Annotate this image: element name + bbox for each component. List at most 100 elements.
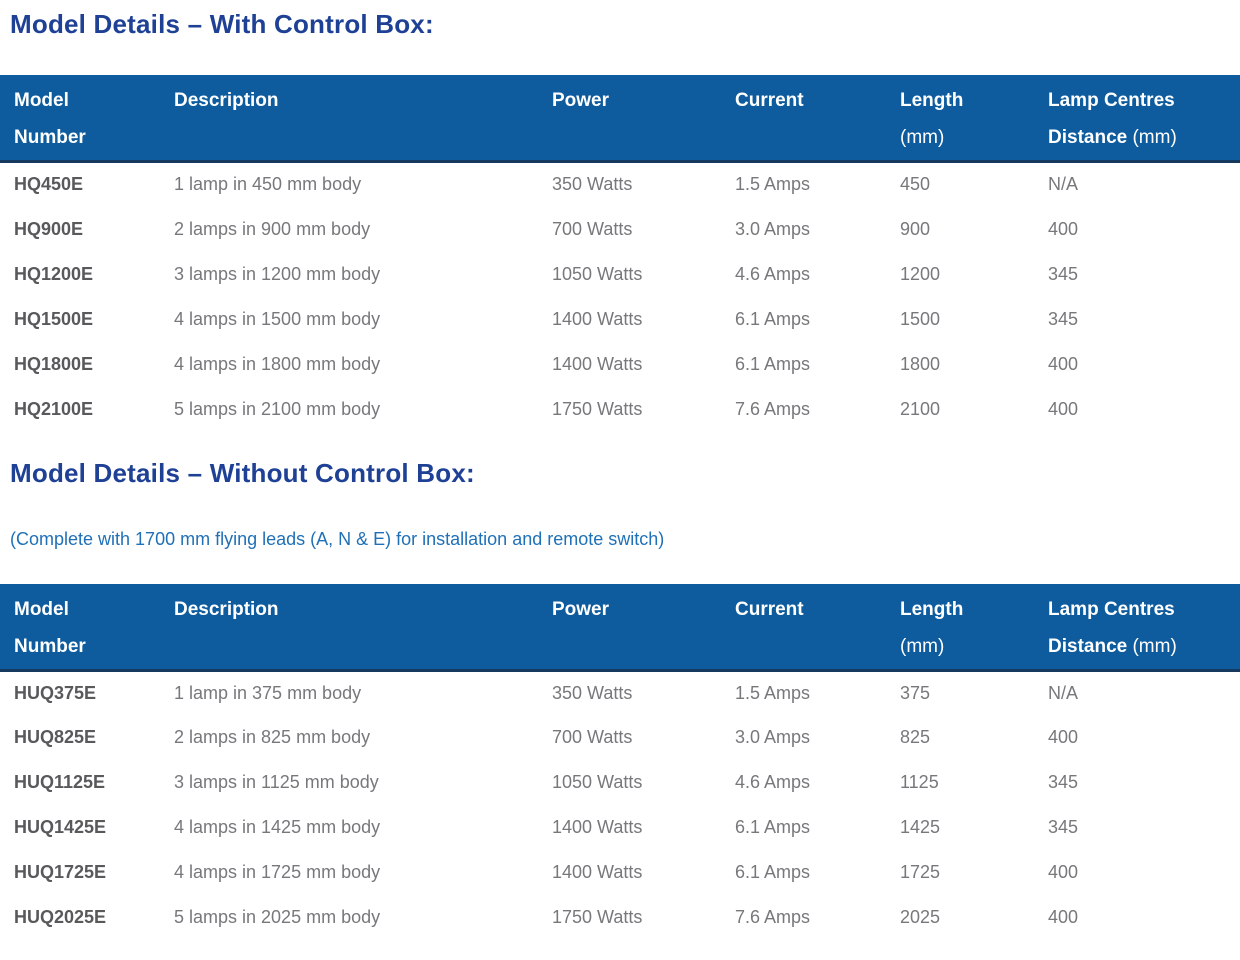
cell-length: 450 bbox=[900, 174, 931, 195]
column-header-description: Description bbox=[160, 75, 538, 163]
cell-length: 1500 bbox=[900, 308, 941, 329]
cell-length: 1800 bbox=[900, 353, 941, 374]
cell-lamp-centres: 345 bbox=[1048, 263, 1079, 284]
cell-current: 3.0 Amps bbox=[735, 727, 811, 747]
cell-lamp-centres: 400 bbox=[1048, 398, 1079, 419]
column-header-power: Power bbox=[538, 583, 721, 672]
column-header-label: Power bbox=[552, 90, 610, 111]
table-row: HUQ1125E 3 lamps in 1125 mm body 1050 Wa… bbox=[0, 760, 1240, 805]
column-header-label: Lamp Centres bbox=[1048, 90, 1175, 111]
cell-power: 350 Watts bbox=[552, 682, 633, 703]
cell-length: 1125 bbox=[900, 772, 939, 792]
column-header-label: Power bbox=[552, 598, 610, 620]
cell-current: 6.1 Amps bbox=[735, 308, 811, 329]
column-header-lamp-centres: Lamp Centres Distance (mm) bbox=[1034, 583, 1240, 672]
table-row: HQ1800E 4 lamps in 1800 mm body 1400 Wat… bbox=[0, 342, 1240, 387]
column-header-current: Current bbox=[721, 75, 886, 163]
table-row: HUQ2025E 5 lamps in 2025 mm body 1750 Wa… bbox=[0, 895, 1240, 940]
column-header-label: Distance bbox=[1048, 635, 1128, 657]
cell-current: 6.1 Amps bbox=[735, 817, 811, 837]
cell-model-number: HQ1200E bbox=[14, 263, 94, 284]
table-header: Model Number Description Power Current L… bbox=[0, 583, 1240, 672]
flying-leads-note: (Complete with 1700 mm flying leads (A, … bbox=[10, 528, 665, 549]
cell-power: 700 Watts bbox=[552, 218, 633, 239]
column-header-power: Power bbox=[538, 75, 721, 163]
cell-lamp-centres: N/A bbox=[1048, 174, 1079, 195]
table-row: HUQ825E 2 lamps in 825 mm body 700 Watts… bbox=[0, 715, 1240, 760]
cell-lamp-centres: 400 bbox=[1048, 353, 1079, 374]
column-header-label: Number bbox=[14, 127, 86, 148]
cell-power: 1400 Watts bbox=[552, 353, 643, 374]
column-header-label: Lamp Centres bbox=[1048, 598, 1175, 620]
cell-power: 700 Watts bbox=[552, 727, 633, 747]
cell-model-number: HUQ1425E bbox=[14, 817, 107, 837]
cell-description: 5 lamps in 2100 mm body bbox=[174, 398, 381, 419]
column-header-description: Description bbox=[160, 583, 538, 672]
cell-description: 3 lamps in 1200 mm body bbox=[174, 263, 381, 284]
cell-model-number: HUQ1725E bbox=[14, 862, 107, 882]
cell-lamp-centres: 345 bbox=[1048, 308, 1079, 329]
cell-current: 1.5 Amps bbox=[735, 682, 811, 703]
column-header-label: Model bbox=[14, 90, 69, 111]
table-row: HQ900E 2 lamps in 900 mm body 700 Watts … bbox=[0, 207, 1240, 252]
cell-description: 3 lamps in 1125 mm body bbox=[174, 772, 379, 792]
table-row: HQ450E 1 lamp in 450 mm body 350 Watts 1… bbox=[0, 162, 1240, 207]
table-row: HUQ1425E 4 lamps in 1425 mm body 1400 Wa… bbox=[0, 805, 1240, 850]
cell-description: 4 lamps in 1800 mm body bbox=[174, 353, 381, 374]
column-header-length: Length (mm) bbox=[886, 75, 1034, 163]
cell-length: 900 bbox=[900, 218, 931, 239]
cell-description: 5 lamps in 2025 mm body bbox=[174, 907, 381, 927]
cell-model-number: HUQ825E bbox=[14, 727, 97, 747]
column-header-label: Description bbox=[174, 598, 279, 620]
cell-lamp-centres: 400 bbox=[1048, 727, 1079, 747]
cell-current: 1.5 Amps bbox=[735, 174, 811, 195]
table-row: HQ2100E 5 lamps in 2100 mm body 1750 Wat… bbox=[0, 387, 1240, 432]
column-header-label: Current bbox=[735, 90, 804, 111]
cell-current: 6.1 Amps bbox=[735, 353, 811, 374]
column-header-current: Current bbox=[721, 583, 886, 672]
cell-description: 1 lamp in 375 mm body bbox=[174, 682, 362, 703]
table-header: Model Number Description Power Current L… bbox=[0, 75, 1240, 163]
cell-model-number: HUQ375E bbox=[14, 682, 97, 703]
cell-length: 825 bbox=[900, 727, 931, 747]
table-row: HQ1200E 3 lamps in 1200 mm body 1050 Wat… bbox=[0, 252, 1240, 297]
column-header-label: Current bbox=[735, 598, 804, 620]
cell-power: 1050 Watts bbox=[552, 772, 643, 792]
column-header-model-number: Model Number bbox=[0, 583, 160, 672]
cell-power: 1400 Watts bbox=[552, 817, 643, 837]
cell-model-number: HQ2100E bbox=[14, 398, 94, 419]
table-row: HUQ1725E 4 lamps in 1725 mm body 1400 Wa… bbox=[0, 850, 1240, 895]
section-title-without-control-box: Model Details – Without Control Box: bbox=[10, 457, 475, 488]
cell-description: 2 lamps in 825 mm body bbox=[174, 727, 371, 747]
column-header-unit: (mm) bbox=[1132, 635, 1177, 657]
column-header-label: Number bbox=[14, 635, 86, 657]
cell-length: 1725 bbox=[900, 862, 941, 882]
column-header-label: Length bbox=[900, 90, 964, 111]
cell-power: 1750 Watts bbox=[552, 398, 643, 419]
cell-current: 4.6 Amps bbox=[735, 772, 811, 792]
cell-description: 4 lamps in 1425 mm body bbox=[174, 817, 381, 837]
cell-lamp-centres: 400 bbox=[1048, 218, 1079, 239]
table-row: HUQ375E 1 lamp in 375 mm body 350 Watts … bbox=[0, 670, 1240, 715]
cell-power: 1400 Watts bbox=[552, 862, 643, 882]
cell-lamp-centres: N/A bbox=[1048, 682, 1079, 703]
model-table-without-control-box: Model Number Description Power Current L… bbox=[0, 583, 1240, 941]
cell-current: 4.6 Amps bbox=[735, 263, 811, 284]
cell-length: 1200 bbox=[900, 263, 941, 284]
table-header-row: Model Number Description Power Current L… bbox=[0, 583, 1240, 672]
cell-description: 2 lamps in 900 mm body bbox=[174, 218, 371, 239]
cell-description: 4 lamps in 1725 mm body bbox=[174, 862, 381, 882]
cell-current: 7.6 Amps bbox=[735, 398, 811, 419]
cell-model-number: HUQ1125E bbox=[14, 772, 106, 792]
cell-model-number: HQ1500E bbox=[14, 308, 94, 329]
cell-model-number: HUQ2025E bbox=[14, 907, 107, 927]
cell-lamp-centres: 345 bbox=[1048, 772, 1079, 792]
page: Model Details – With Control Box: Model … bbox=[0, 9, 1240, 941]
cell-current: 6.1 Amps bbox=[735, 862, 811, 882]
column-header-label: Length bbox=[900, 598, 964, 620]
cell-model-number: HQ900E bbox=[14, 218, 84, 239]
cell-power: 1400 Watts bbox=[552, 308, 643, 329]
cell-power: 350 Watts bbox=[552, 174, 633, 195]
column-header-unit: (mm) bbox=[900, 635, 945, 657]
cell-model-number: HQ1800E bbox=[14, 353, 94, 374]
